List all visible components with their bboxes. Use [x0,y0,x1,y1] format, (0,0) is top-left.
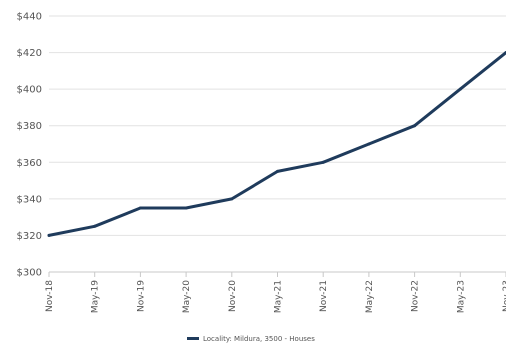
data-point [413,124,416,127]
data-point [139,207,142,210]
data-point [48,234,51,237]
x-tick-label: May-21 [274,280,284,313]
data-point [93,225,96,228]
y-tick-label: $440 [17,12,42,23]
data-point [185,207,188,210]
grid-lines [49,16,506,235]
x-tick-label: May-19 [91,280,101,313]
legend-label: Locality: Mildura, 3500 - Houses [203,335,315,343]
x-tick-label: May-23 [456,280,466,313]
data-point [230,197,233,200]
series-lines [48,51,506,237]
y-tick-label: $420 [17,48,42,59]
x-tick-label: Nov-20 [228,280,238,312]
x-tick-label: May-20 [182,280,192,313]
y-tick-label: $340 [17,194,42,205]
x-tick-label: Nov-22 [411,280,421,312]
data-point [459,88,462,91]
x-tick-label: Nov-23 [502,280,506,312]
axes [49,272,506,277]
data-point [276,170,279,173]
series-line [49,53,506,236]
x-tick-label: Nov-18 [45,280,55,312]
x-tick-label: Nov-19 [136,280,146,312]
x-tick-label: May-22 [365,280,375,313]
legend: Locality: Mildura, 3500 - Houses [187,335,315,343]
x-axis-tick-labels: Nov-18 May-19 Nov-19 May-20 Nov-20 May-21 Nov-… [45,280,506,313]
y-tick-label: $400 [17,85,42,96]
y-tick-label: $300 [17,268,42,279]
y-axis-tick-labels: $300 $320 $340 $360 $380 $400 $420 $440 [17,12,42,279]
x-tick-label: Nov-21 [319,280,329,312]
data-point [322,161,325,164]
y-tick-label: $360 [17,158,42,169]
data-point [367,143,370,146]
legend-swatch [187,337,199,340]
y-tick-label: $380 [17,121,42,132]
y-tick-label: $320 [17,231,42,242]
